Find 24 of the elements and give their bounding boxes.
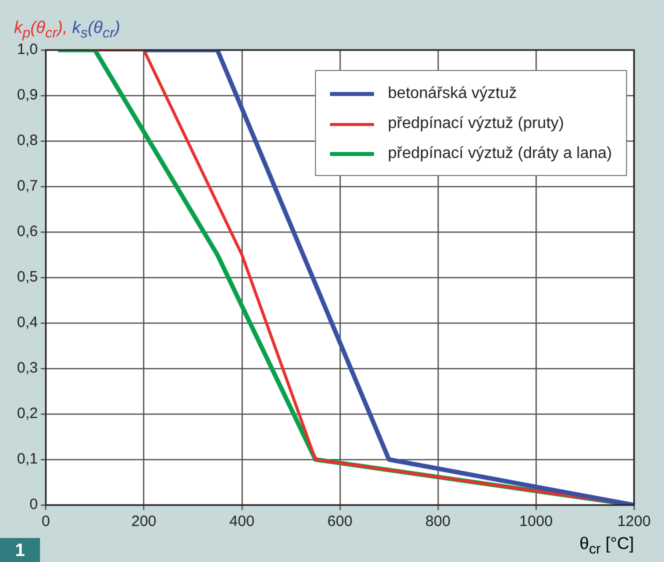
y-tick-label: 0,7 (16, 178, 38, 195)
x-tick-label: 1000 (519, 513, 553, 530)
y-tick-label: 0,8 (16, 132, 38, 150)
y-tick-label: 0,6 (16, 223, 38, 240)
x-axis-title: θ$_{cr}$ [°C] (579, 534, 634, 558)
y-tick-label: 0,3 (16, 360, 38, 377)
y-tick-label: 0,5 (16, 268, 38, 286)
x-tick-label: 200 (131, 513, 156, 530)
x-tick-label: 400 (229, 513, 254, 530)
y-tick-label: 0,2 (16, 405, 38, 422)
x-tick-label: 0 (42, 513, 50, 530)
y-tick-label: 1,0 (16, 41, 38, 58)
y-tick-label: 0,1 (16, 450, 38, 468)
y-tick-label: 0,4 (16, 314, 38, 332)
y-tick-label: 0,9 (16, 86, 38, 104)
x-tick-label: 1200 (617, 513, 651, 530)
legend-label: předpínací výztuž (pruty) (388, 115, 564, 133)
y-tick-label: 0 (30, 496, 38, 514)
text: k$_{p}$(θ$_{cr}$), k$_{s}$(θ$_{cr}$) (14, 18, 120, 42)
legend-label: betonářská výztuž (388, 85, 517, 103)
text: 1 (0, 538, 40, 562)
x-tick-label: 600 (327, 513, 352, 530)
legend-label: předpínací výztuž (dráty a lana) (388, 145, 612, 163)
x-tick-label: 800 (425, 513, 450, 530)
